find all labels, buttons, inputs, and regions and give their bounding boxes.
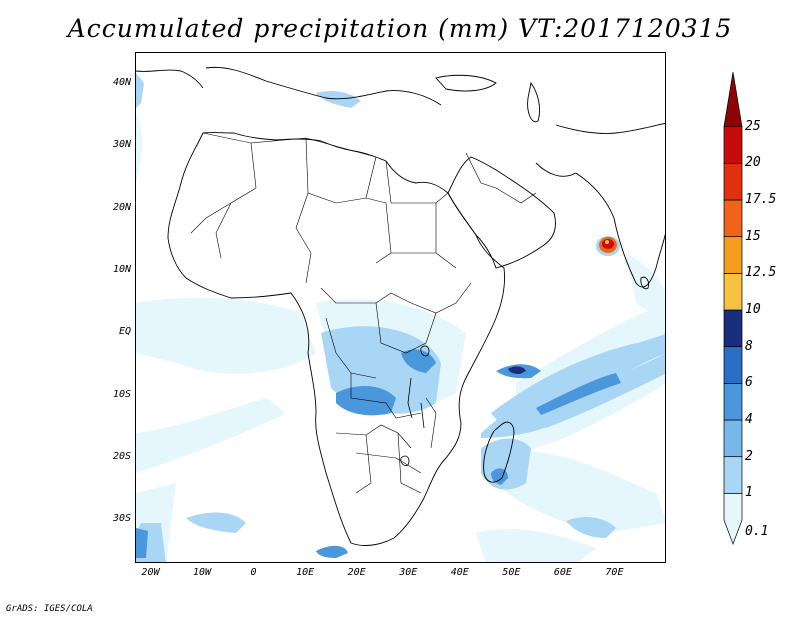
country-borders bbox=[190, 132, 537, 494]
colorbar-segment bbox=[723, 456, 743, 494]
colorbar-segment bbox=[723, 236, 743, 274]
colorbar-segment bbox=[723, 126, 743, 164]
lon-tick-label: 60E bbox=[553, 567, 572, 578]
colorbar-segment bbox=[723, 272, 743, 311]
lat-tick-label: 40N bbox=[112, 77, 131, 89]
colorbar-segment bbox=[723, 419, 743, 458]
precip-field-intense bbox=[508, 366, 526, 374]
colorbar-level-label: 20 bbox=[745, 155, 761, 171]
lon-tick-label: 0 bbox=[250, 567, 257, 578]
colorbar-segment bbox=[723, 71, 743, 128]
lon-tick-label: 40E bbox=[450, 567, 469, 578]
lat-tick-label: 20N bbox=[112, 201, 131, 213]
map-title: Accumulated precipitation (mm) VT:201712… bbox=[67, 14, 733, 43]
colorbar-level-label: 2 bbox=[745, 448, 753, 464]
colorbar bbox=[723, 71, 743, 545]
colorbar-level-label: 17.5 bbox=[745, 192, 777, 207]
colorbar-level-label: 15 bbox=[745, 228, 761, 244]
precipitation-map bbox=[136, 66, 665, 562]
lon-tick-label: 30E bbox=[399, 567, 418, 578]
colorbar-level-label: 12.5 bbox=[745, 265, 777, 281]
colorbar-level-label: 10 bbox=[745, 302, 761, 317]
colorbar-level-label: 25 bbox=[745, 118, 761, 134]
coastlines bbox=[136, 66, 665, 546]
lon-tick-label: 50E bbox=[502, 567, 521, 578]
lon-tick-label: 10E bbox=[296, 567, 315, 578]
lat-tick-label: EQ bbox=[118, 326, 131, 338]
lat-tick-label: 30S bbox=[112, 513, 131, 525]
colorbar-segment bbox=[723, 382, 743, 421]
colorbar-level-label: 8 bbox=[745, 338, 753, 354]
lat-tick-label: 20S bbox=[112, 451, 131, 463]
lat-tick-label: 10S bbox=[112, 388, 131, 400]
lakes bbox=[400, 345, 430, 466]
lon-tick-label: 10W bbox=[192, 567, 212, 578]
colorbar-segment bbox=[723, 346, 743, 384]
cyclone-rain-core bbox=[596, 236, 620, 256]
colorbar-level-label: 6 bbox=[745, 375, 753, 391]
credit-text: GrADS: IGES/COLA bbox=[6, 604, 93, 614]
colorbar-level-label: 0.1 bbox=[745, 524, 769, 539]
lat-tick-label: 10N bbox=[112, 264, 131, 276]
colorbar-segment bbox=[723, 309, 743, 348]
colorbar-segment bbox=[723, 199, 743, 238]
lon-tick-label: 70E bbox=[605, 567, 624, 578]
lat-tick-label: 30N bbox=[112, 139, 131, 151]
colorbar-segment bbox=[723, 162, 743, 201]
lon-tick-label: 20E bbox=[347, 567, 366, 578]
lon-tick-label: 20W bbox=[141, 567, 160, 578]
colorbar-level-label: 1 bbox=[745, 485, 753, 501]
map-panel bbox=[135, 52, 666, 563]
colorbar-segment bbox=[723, 492, 743, 545]
colorbar-level-label: 4 bbox=[745, 412, 753, 427]
